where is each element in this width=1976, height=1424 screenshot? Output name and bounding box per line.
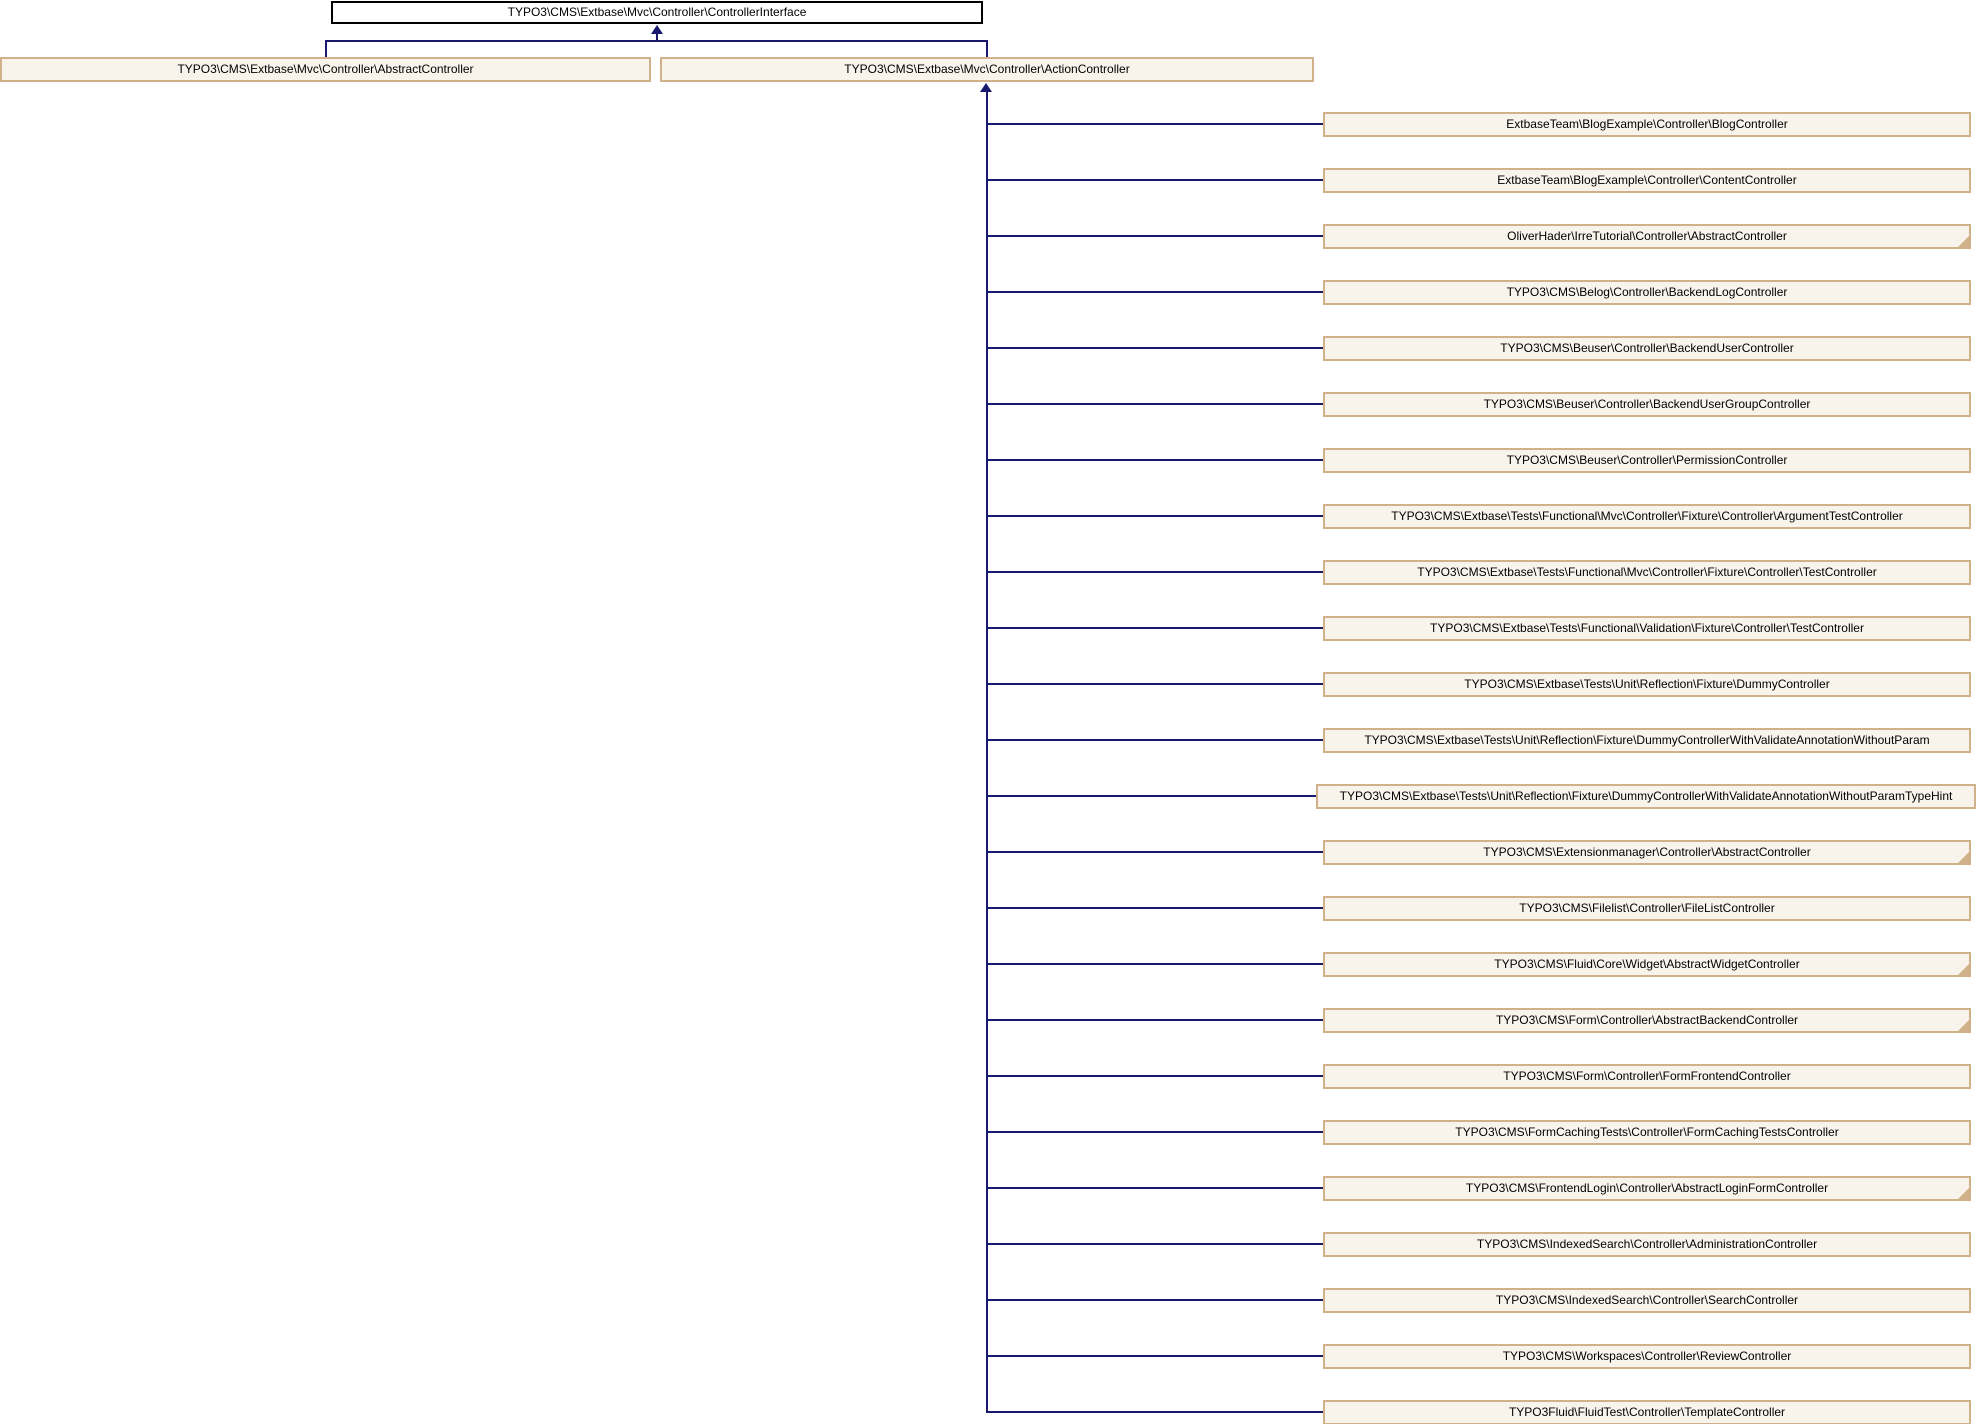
truncated-fold-corner-icon: [1958, 1188, 1969, 1199]
edge-subclass-connector: [986, 235, 1323, 237]
truncated-fold-corner-icon: [1958, 236, 1969, 247]
edge-subclass-connector: [986, 683, 1323, 685]
class-label: TYPO3\CMS\Extbase\Mvc\Controller\ActionC…: [844, 62, 1130, 76]
edge-interface-stub: [656, 33, 658, 41]
edge-subclass-connector: [986, 347, 1323, 349]
edge-subclass-connector: [986, 851, 1323, 853]
subclass-label: TYPO3\CMS\Extbase\Tests\Unit\Reflection\…: [1339, 789, 1953, 803]
subclass-label: TYPO3\CMS\Beuser\Controller\BackendUserC…: [1500, 341, 1794, 355]
subclass-node[interactable]: TYPO3\CMS\Beuser\Controller\PermissionCo…: [1323, 448, 1971, 473]
subclass-node[interactable]: TYPO3\CMS\Extbase\Tests\Functional\Mvc\C…: [1323, 560, 1971, 585]
edge-subclass-connector: [986, 1355, 1323, 1357]
subclass-node[interactable]: TYPO3Fluid\FluidTest\Controller\Template…: [1323, 1400, 1971, 1424]
subclass-label: TYPO3\CMS\Extbase\Tests\Functional\Valid…: [1430, 621, 1864, 635]
truncated-fold-corner-icon: [1958, 852, 1969, 863]
subclass-node[interactable]: TYPO3\CMS\Form\Controller\FormFrontendCo…: [1323, 1064, 1971, 1089]
subclass-node[interactable]: TYPO3\CMS\Belog\Controller\BackendLogCon…: [1323, 280, 1971, 305]
edge-subclass-connector: [986, 571, 1323, 573]
edge-subclass-connector: [986, 1299, 1323, 1301]
subclass-label: TYPO3\CMS\Filelist\Controller\FileListCo…: [1519, 901, 1775, 915]
subclass-label: TYPO3\CMS\IndexedSearch\Controller\Searc…: [1495, 1293, 1799, 1307]
subclass-label: ExtbaseTeam\BlogExample\Controller\Conte…: [1497, 173, 1797, 187]
arrow-to-interface-icon: [651, 25, 663, 34]
edge-subclass-connector: [986, 627, 1323, 629]
subclass-label: TYPO3\CMS\Extensionmanager\Controller\Ab…: [1483, 845, 1811, 859]
subclass-node[interactable]: TYPO3\CMS\FrontendLogin\Controller\Abstr…: [1323, 1176, 1971, 1201]
class-label: TYPO3\CMS\Extbase\Mvc\Controller\Abstrac…: [177, 62, 474, 76]
edge-subclass-connector: [986, 1187, 1323, 1189]
class-label: TYPO3\CMS\Extbase\Mvc\Controller\Control…: [507, 5, 807, 19]
subclass-label: TYPO3Fluid\FluidTest\Controller\Template…: [1508, 1405, 1786, 1419]
edge-subclass-connector: [986, 1131, 1323, 1133]
edge-subclass-connector: [986, 123, 1323, 125]
edge-subclass-connector: [986, 1019, 1323, 1021]
edge-subclass-connector: [986, 291, 1323, 293]
edge-children-branch: [325, 40, 988, 42]
class-node-controller-interface[interactable]: TYPO3\CMS\Extbase\Mvc\Controller\Control…: [331, 1, 983, 24]
edge-subclass-connector: [986, 459, 1323, 461]
subclass-label: TYPO3\CMS\Fluid\Core\Widget\AbstractWidg…: [1494, 957, 1800, 971]
subclass-label: TYPO3\CMS\Extbase\Tests\Functional\Mvc\C…: [1417, 565, 1877, 579]
edge-subclass-connector: [986, 1243, 1323, 1245]
subclass-node[interactable]: TYPO3\CMS\IndexedSearch\Controller\Admin…: [1323, 1232, 1971, 1257]
edge-subclass-connector: [986, 795, 1323, 797]
subclass-label: TYPO3\CMS\FrontendLogin\Controller\Abstr…: [1465, 1181, 1829, 1195]
truncated-fold-corner-icon: [1958, 1020, 1969, 1031]
subclass-label: TYPO3\CMS\Extbase\Tests\Unit\Reflection\…: [1464, 677, 1830, 691]
subclass-label: TYPO3\CMS\Beuser\Controller\PermissionCo…: [1506, 453, 1788, 467]
subclass-node[interactable]: OliverHader\IrreTutorial\Controller\Abst…: [1323, 224, 1971, 249]
arrow-to-action-controller-icon: [980, 83, 992, 92]
subclass-node[interactable]: TYPO3\CMS\Form\Controller\AbstractBacken…: [1323, 1008, 1971, 1033]
subclass-label: TYPO3\CMS\Workspaces\Controller\ReviewCo…: [1502, 1349, 1792, 1363]
subclass-label: OliverHader\IrreTutorial\Controller\Abst…: [1507, 229, 1787, 243]
subclass-node[interactable]: TYPO3\CMS\Extensionmanager\Controller\Ab…: [1323, 840, 1971, 865]
edge-subclass-trunk: [986, 91, 988, 1413]
edge-subclass-connector: [986, 179, 1323, 181]
subclass-label: TYPO3\CMS\IndexedSearch\Controller\Admin…: [1476, 1237, 1818, 1251]
subclass-node[interactable]: TYPO3\CMS\Extbase\Tests\Functional\Valid…: [1323, 616, 1971, 641]
subclass-label: ExtbaseTeam\BlogExample\Controller\BlogC…: [1506, 117, 1788, 131]
subclass-node[interactable]: TYPO3\CMS\IndexedSearch\Controller\Searc…: [1323, 1288, 1971, 1313]
subclass-label: TYPO3\CMS\FormCachingTests\Controller\Fo…: [1455, 1125, 1839, 1139]
edge-subclass-connector: [986, 403, 1323, 405]
edge-subclass-connector: [986, 739, 1323, 741]
truncated-fold-corner-icon: [1958, 964, 1969, 975]
subclass-node[interactable]: TYPO3\CMS\Fluid\Core\Widget\AbstractWidg…: [1323, 952, 1971, 977]
subclass-node[interactable]: TYPO3\CMS\Extbase\Tests\Unit\Reflection\…: [1323, 672, 1971, 697]
edge-subclass-connector: [986, 907, 1323, 909]
subclass-node[interactable]: TYPO3\CMS\FormCachingTests\Controller\Fo…: [1323, 1120, 1971, 1145]
subclass-node[interactable]: TYPO3\CMS\Extbase\Tests\Functional\Mvc\C…: [1323, 504, 1971, 529]
class-node-action-controller[interactable]: TYPO3\CMS\Extbase\Mvc\Controller\ActionC…: [660, 57, 1314, 82]
subclass-node[interactable]: TYPO3\CMS\Workspaces\Controller\ReviewCo…: [1323, 1344, 1971, 1369]
edge-subclass-connector: [986, 963, 1323, 965]
subclass-node[interactable]: ExtbaseTeam\BlogExample\Controller\Conte…: [1323, 168, 1971, 193]
subclass-label: TYPO3\CMS\Belog\Controller\BackendLogCon…: [1506, 285, 1788, 299]
subclass-label: TYPO3\CMS\Extbase\Tests\Functional\Mvc\C…: [1391, 509, 1903, 523]
edge-subclass-connector: [986, 515, 1323, 517]
edge-drop-abstract-controller: [325, 40, 327, 57]
subclass-node[interactable]: TYPO3\CMS\Beuser\Controller\BackendUserG…: [1323, 392, 1971, 417]
subclass-label: TYPO3\CMS\Form\Controller\FormFrontendCo…: [1503, 1069, 1791, 1083]
class-node-abstract-controller[interactable]: TYPO3\CMS\Extbase\Mvc\Controller\Abstrac…: [0, 57, 651, 82]
edge-drop-action-controller: [986, 40, 988, 57]
subclass-node[interactable]: TYPO3\CMS\Extbase\Tests\Unit\Reflection\…: [1323, 728, 1971, 753]
subclass-node[interactable]: TYPO3\CMS\Filelist\Controller\FileListCo…: [1323, 896, 1971, 921]
subclass-node[interactable]: ExtbaseTeam\BlogExample\Controller\BlogC…: [1323, 112, 1971, 137]
edge-subclass-connector: [986, 1075, 1323, 1077]
subclass-label: TYPO3\CMS\Form\Controller\AbstractBacken…: [1495, 1013, 1799, 1027]
edge-subclass-connector: [986, 1411, 1323, 1413]
subclass-label: TYPO3\CMS\Extbase\Tests\Unit\Reflection\…: [1364, 733, 1930, 747]
subclass-label: TYPO3\CMS\Beuser\Controller\BackendUserG…: [1483, 397, 1811, 411]
subclass-node[interactable]: TYPO3\CMS\Extbase\Tests\Unit\Reflection\…: [1316, 784, 1976, 809]
subclass-node[interactable]: TYPO3\CMS\Beuser\Controller\BackendUserC…: [1323, 336, 1971, 361]
